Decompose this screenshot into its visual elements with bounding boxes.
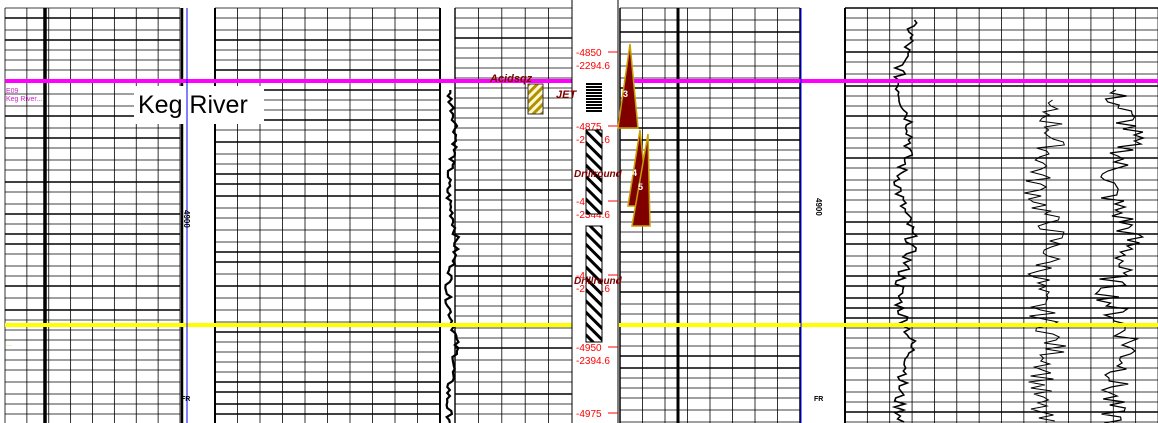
formation-label: Keg River [134, 86, 264, 124]
core-number-4: 4 [632, 168, 637, 178]
core-marker-5[interactable] [631, 133, 651, 227]
core-number-5: 5 [638, 182, 643, 192]
log-curve-right-2 [1094, 89, 1146, 423]
log-curve-left [444, 90, 461, 423]
fr-label-right: FR [814, 396, 823, 403]
depth-tvd-label: -2294.6 [576, 61, 610, 72]
core-number-3: 3 [623, 89, 628, 99]
acid-interval[interactable] [527, 83, 544, 115]
drill-label-2: Drillround [574, 276, 623, 287]
depth-md-label: -4975 [576, 409, 602, 420]
depth-tvd-label: -2344.6 [576, 210, 610, 221]
drill-label-1: Drillround [574, 169, 623, 180]
top-caption-yellow: ... [6, 341, 12, 348]
depth-md-label: -4850 [576, 48, 602, 59]
depth-tvd-label: -2394.6 [576, 356, 610, 367]
scale-label-right: 4900 [814, 198, 823, 216]
scale-label-left: 4900 [182, 210, 191, 228]
drill-interval-2[interactable] [585, 225, 603, 343]
log-curve-right-1 [891, 19, 919, 423]
depth-md-label: -4950 [576, 343, 602, 354]
acid-label: Acidsqz [489, 73, 533, 85]
log-curve-right-3 [1024, 99, 1067, 422]
jet-label: JET [556, 89, 577, 101]
top-caption-magenta: E09 [6, 88, 19, 95]
fr-label-left: FR [181, 396, 190, 403]
depth-md-label: -4875 [576, 122, 602, 133]
top-caption-magenta-sub: Keg River... [6, 96, 42, 103]
drill-interval-1[interactable] [585, 129, 603, 215]
core-marker-3[interactable] [617, 43, 639, 129]
jet-perforation-marks[interactable] [586, 83, 602, 112]
